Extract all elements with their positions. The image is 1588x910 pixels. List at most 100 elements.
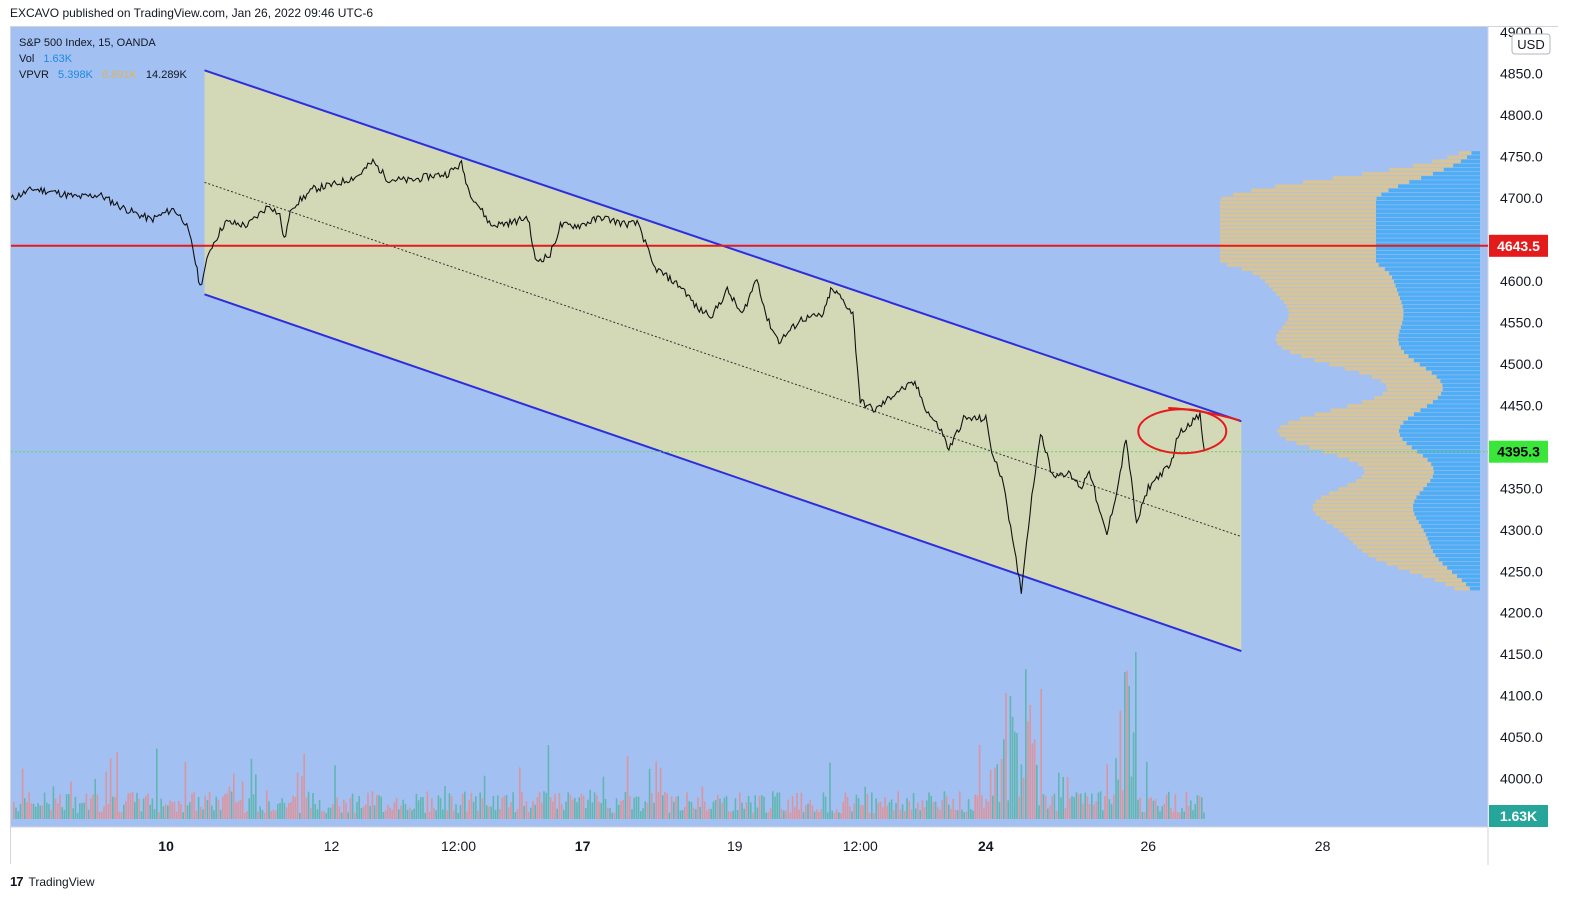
- vpvr-bar-up: [1427, 458, 1480, 462]
- vpvr-bar-down: [1348, 537, 1428, 541]
- vpvr-bar-up: [1403, 308, 1480, 313]
- price-series-line[interactable]: [11, 157, 1205, 594]
- vpvr-bar-down: [1315, 499, 1415, 504]
- volume-bar: [406, 809, 409, 819]
- volume-bar: [932, 802, 935, 819]
- volume-bar: [833, 812, 836, 819]
- volume-bar: [65, 794, 68, 819]
- volume-bar: [734, 798, 737, 819]
- vpvr-bar-up: [1416, 495, 1480, 500]
- vpvr-bar-up: [1422, 454, 1480, 458]
- volume-bar: [1047, 808, 1049, 819]
- vpvr-bar-down: [1309, 445, 1412, 450]
- vpvr-bar-up: [1457, 574, 1480, 578]
- volume-bar: [681, 810, 684, 819]
- channel-lower-line[interactable]: [204, 293, 1242, 653]
- vpvr-bar-up: [1384, 267, 1480, 271]
- currency-label-box[interactable]: [1511, 33, 1551, 55]
- vpvr-bar-down: [1220, 242, 1376, 247]
- volume-bar: [213, 810, 215, 819]
- chart-frame[interactable]: 4900.04850.04800.04750.04700.04650.04600…: [10, 26, 1559, 865]
- legend-volume[interactable]: Vol 1.63K: [19, 51, 187, 67]
- volume-bar: [690, 801, 693, 819]
- volume-bar: [796, 792, 798, 819]
- volume-bar: [464, 791, 466, 819]
- legend-symbol[interactable]: S&P 500 Index, 15, OANDA: [19, 37, 156, 49]
- vpvr-bar-up: [1400, 346, 1480, 350]
- volume-bar: [695, 809, 697, 819]
- price-chart[interactable]: 4900.04850.04800.04750.04700.04650.04600…: [11, 27, 1559, 865]
- volume-bar: [1093, 804, 1095, 819]
- footer-brand[interactable]: TradingView: [28, 874, 95, 889]
- vpvr-bar-down: [1359, 371, 1432, 375]
- volume-bar: [565, 801, 567, 819]
- volume-bar: [285, 807, 288, 819]
- volume-bar: [426, 791, 429, 819]
- volume-bar: [783, 810, 785, 819]
- volume-bar: [343, 799, 345, 819]
- volume-bar: [123, 804, 125, 819]
- price-tick-label: 4750.0: [1500, 148, 1543, 164]
- volume-bar: [149, 804, 151, 819]
- volume-bar: [389, 807, 391, 819]
- volume-bar: [721, 802, 723, 819]
- volume-bar: [937, 807, 939, 819]
- price-tick-label: 4800.0: [1500, 107, 1543, 123]
- volume-bar: [851, 811, 853, 819]
- volume-bar: [871, 792, 873, 819]
- volume-bar: [272, 809, 275, 819]
- volume-bar: [1194, 804, 1196, 819]
- volume-bar: [1165, 794, 1168, 819]
- volume-bar: [46, 802, 48, 819]
- volume-bar: [699, 807, 701, 819]
- volume-bar: [723, 797, 726, 819]
- volume-bar: [930, 796, 932, 819]
- vpvr-bar-down: [1386, 561, 1443, 566]
- volume-bar: [972, 810, 974, 819]
- volume-bar: [116, 752, 118, 819]
- volume-bar: [83, 802, 85, 819]
- volume-bar: [1016, 733, 1018, 819]
- vpvr-bar-down: [1233, 192, 1382, 197]
- volume-bar: [1201, 797, 1203, 819]
- volume-bar: [752, 812, 754, 819]
- volume-bar: [448, 793, 451, 819]
- volume-bar: [114, 797, 116, 819]
- volume-bar: [175, 811, 178, 819]
- volume-bar: [849, 806, 851, 819]
- volume-bar: [74, 796, 77, 819]
- volume-bar: [505, 794, 508, 819]
- legend-vpvr[interactable]: VPVR 5.398K 8.891K 14.289K: [19, 67, 187, 83]
- volume-bar: [809, 799, 811, 819]
- volume-bar: [492, 796, 495, 819]
- channel-median-line[interactable]: [204, 181, 1242, 538]
- volume-bar: [895, 803, 897, 819]
- vpvr-bar-down: [1330, 408, 1421, 412]
- vpvr-bar-down: [1290, 350, 1405, 354]
- vpvr-bar-up: [1399, 296, 1480, 300]
- tradingview-logo-icon[interactable]: 17: [10, 874, 24, 889]
- vpvr-bar-up: [1399, 429, 1480, 433]
- volume-bar: [728, 811, 730, 819]
- volume-bar: [1192, 810, 1194, 819]
- currency-label[interactable]: USD: [1517, 37, 1544, 52]
- volume-bar: [765, 812, 767, 819]
- volume-bar: [598, 801, 600, 819]
- volume-bar: [915, 808, 917, 819]
- volume-bar: [736, 810, 739, 819]
- volume-bar: [90, 798, 92, 819]
- vpvr-bar-down: [1323, 449, 1418, 454]
- volume-bar: [217, 799, 220, 819]
- vpvr-bar-up: [1403, 420, 1480, 425]
- volume-bar: [68, 794, 70, 819]
- vpvr-bar-up: [1423, 528, 1480, 533]
- volume-bar: [952, 798, 954, 819]
- volume-bar: [268, 801, 270, 819]
- volume-bar: [706, 810, 708, 819]
- volume-bar: [655, 761, 657, 819]
- vpvr-bar-up: [1443, 167, 1480, 172]
- volume-bar: [556, 808, 558, 819]
- volume-bar: [899, 809, 902, 819]
- vpvr-bar-down: [1332, 176, 1422, 180]
- vpvr-bar-up: [1421, 524, 1480, 529]
